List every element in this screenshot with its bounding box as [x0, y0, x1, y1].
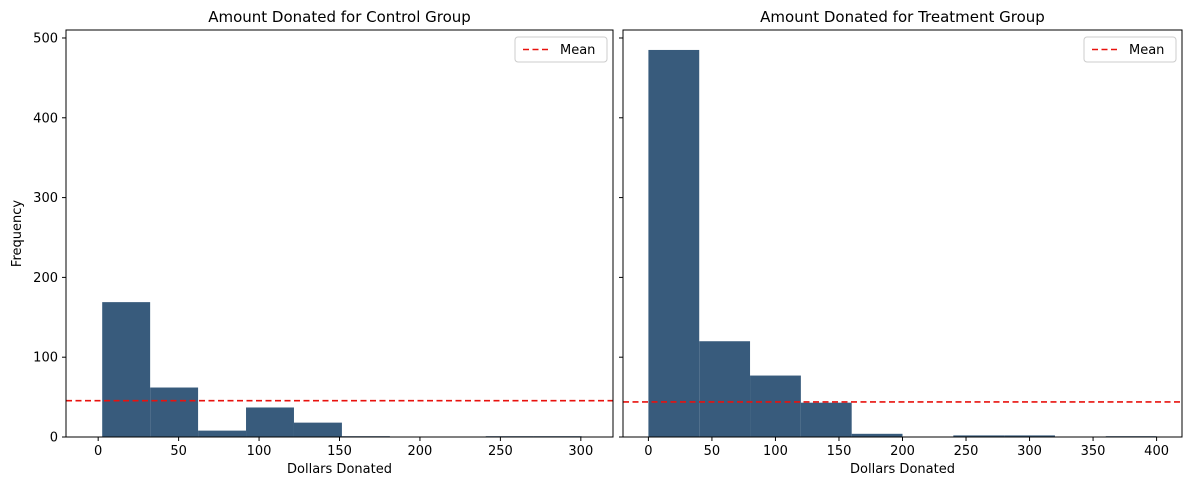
legend: Mean — [1083, 36, 1177, 63]
histogram-bar — [1004, 435, 1055, 437]
histogram-bar — [246, 407, 294, 437]
y-tick-label: 200 — [33, 271, 58, 286]
histogram-bar — [648, 49, 700, 437]
subplot-2: 0 50 100 150 200 250 300 350 400 Amount Donated f… — [619, 8, 1183, 477]
x-tick-label: 100 — [763, 444, 788, 459]
x-tick-label: 300 — [1017, 444, 1042, 459]
x-tick-label: 250 — [954, 444, 979, 459]
legend-box — [514, 36, 608, 63]
x-tick-label: 50 — [704, 444, 721, 459]
x-tick-label: 350 — [1081, 444, 1106, 459]
histogram-bar — [293, 422, 342, 437]
histogram-bar — [102, 302, 151, 437]
histogram-bar — [699, 341, 751, 437]
y-tick-label: 100 — [33, 351, 58, 366]
legend-box — [1083, 36, 1177, 63]
x-tick-label: 200 — [408, 444, 433, 459]
x-tick-label: 50 — [170, 444, 187, 459]
histogram-bar — [800, 402, 852, 437]
y-axis-label: Frequency — [10, 200, 25, 267]
histogram-bar — [851, 433, 903, 437]
x-tick-label: 250 — [488, 444, 513, 459]
legend-mean-label: Mean — [1129, 43, 1164, 58]
x-tick-label: 200 — [890, 444, 915, 459]
x-tick-label: 150 — [327, 444, 352, 459]
histogram-bar — [150, 387, 199, 437]
y-tick-label: 300 — [33, 191, 58, 206]
subplot-1: 0 50 100 150 200 250 300 0 100 200 300 400 500 Amount… — [10, 8, 614, 477]
legend-mean-label: Mean — [560, 43, 595, 58]
legend: Mean — [514, 36, 608, 63]
y-tick-label: 400 — [33, 111, 58, 126]
x-tick-label: 100 — [247, 444, 272, 459]
histogram-bar — [750, 375, 801, 437]
x-axis-label: Dollars Donated — [287, 462, 392, 477]
chart-title: Amount Donated for Control Group — [208, 8, 471, 26]
x-axis-label: Dollars Donated — [850, 462, 955, 477]
x-tick-label: 0 — [94, 444, 102, 459]
y-tick-label: 500 — [33, 31, 58, 46]
x-tick-label: 300 — [568, 444, 593, 459]
x-tick-label: 400 — [1144, 444, 1169, 459]
histogram-bar — [953, 435, 1005, 437]
histogram-bar — [198, 430, 247, 437]
chart-title: Amount Donated for Treatment Group — [760, 8, 1045, 26]
x-tick-label: 0 — [644, 444, 652, 459]
x-tick-label: 150 — [827, 444, 852, 459]
y-tick-label: 0 — [50, 431, 58, 446]
